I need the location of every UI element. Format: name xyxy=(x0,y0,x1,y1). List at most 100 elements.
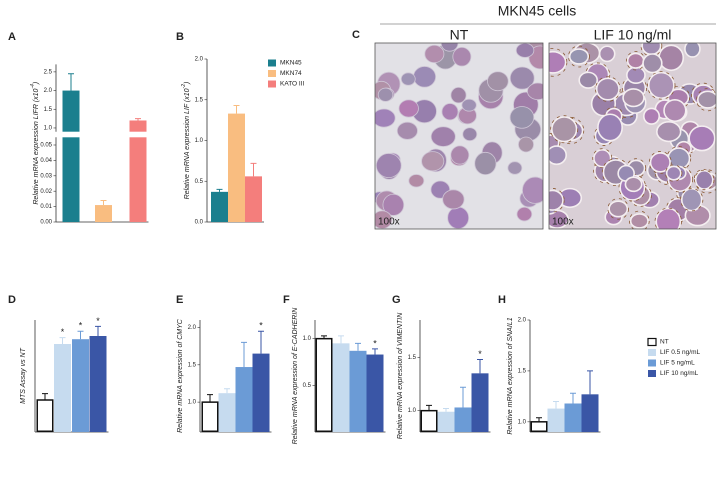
cell xyxy=(549,145,567,166)
cell xyxy=(375,153,402,179)
stain xyxy=(666,166,694,193)
y-axis-label: Relative mRNA expression of E-CADHERIN xyxy=(292,307,299,445)
cell xyxy=(424,44,445,64)
cell xyxy=(658,44,685,72)
legend-label: LIF 5 ng/mL xyxy=(660,360,695,367)
panel-label: A xyxy=(8,31,16,43)
magnification: 100x xyxy=(552,217,574,228)
cell xyxy=(694,169,714,190)
error-bar xyxy=(100,199,107,206)
stain xyxy=(568,45,590,68)
bar-upper xyxy=(62,90,80,132)
cell xyxy=(527,82,543,101)
legend-label: MKN74 xyxy=(280,70,302,77)
error-bar xyxy=(250,162,257,177)
y-tick-label: 0.5 xyxy=(195,179,204,185)
cell xyxy=(516,206,533,222)
bar xyxy=(349,350,367,432)
stain xyxy=(665,164,683,182)
bar xyxy=(218,393,236,432)
bar xyxy=(530,421,548,432)
error-bar xyxy=(258,330,264,354)
cell xyxy=(450,145,470,165)
error-bar xyxy=(372,348,378,355)
stain xyxy=(680,188,704,212)
bar xyxy=(252,353,270,432)
cell xyxy=(684,43,701,58)
cell xyxy=(597,113,623,142)
error-bar xyxy=(95,325,101,336)
y-tick-label: 2.0 xyxy=(188,325,197,331)
cell xyxy=(643,107,661,125)
y-axis-label-text: Relative mRNA expression of E-CADHERIN xyxy=(292,307,299,445)
significance-mark: * xyxy=(96,316,100,326)
panel-label: G xyxy=(392,294,401,306)
bar xyxy=(454,407,472,432)
legend-label: MKN45 xyxy=(280,60,302,67)
bar xyxy=(62,137,80,222)
bar xyxy=(129,137,147,222)
cell xyxy=(421,151,445,172)
micrograph xyxy=(375,43,543,229)
y-tick-label: 0.05 xyxy=(40,143,52,149)
error-bar xyxy=(587,370,593,395)
y-tick-label: 1.5 xyxy=(195,97,204,103)
cell xyxy=(518,136,534,153)
significance-mark: * xyxy=(259,321,263,331)
cell xyxy=(688,125,716,152)
panel-label: D xyxy=(8,294,16,306)
y-tick-label: 0.01 xyxy=(40,204,52,210)
cell xyxy=(461,98,477,112)
cell xyxy=(549,189,564,211)
bar xyxy=(72,339,89,432)
bar xyxy=(420,409,438,432)
stain xyxy=(595,76,621,102)
stain xyxy=(592,148,613,169)
stain xyxy=(647,71,676,100)
error-bar xyxy=(241,341,247,368)
y-axis-label-text: MTS Assay vs NT xyxy=(20,347,27,403)
y-tick-label: 1.5 xyxy=(44,107,53,113)
micrograph-title: MKN45 cells xyxy=(498,3,577,19)
y-tick-label: 0.5 xyxy=(303,383,312,389)
cell xyxy=(507,161,523,175)
cell xyxy=(408,174,425,188)
cell xyxy=(442,189,465,210)
cell xyxy=(515,43,535,58)
cell xyxy=(608,200,629,218)
error-bar xyxy=(135,118,141,121)
error-bar xyxy=(570,392,576,404)
stain xyxy=(618,173,647,202)
panel-label: H xyxy=(498,294,506,306)
bar xyxy=(564,403,582,432)
significance-mark: * xyxy=(373,338,377,348)
y-tick-label: 1.0 xyxy=(195,138,204,144)
y-tick-label: 0.04 xyxy=(40,158,52,164)
cell xyxy=(430,126,456,147)
legend-swatch xyxy=(268,80,276,88)
error-bar xyxy=(77,330,84,340)
y-tick-label: 0.0 xyxy=(195,220,204,226)
y-axis-label: MTS Assay vs NT xyxy=(20,347,27,403)
y-axis-label-text: Relative mRNA expression of VIMENTIN xyxy=(397,312,404,439)
panel-label: C xyxy=(352,29,360,41)
stain xyxy=(629,210,650,229)
bar xyxy=(54,344,71,432)
bar xyxy=(211,191,228,222)
stain xyxy=(607,198,629,220)
cell xyxy=(626,52,645,69)
y-axis-label-text: Relative mRNA expression of CMYC xyxy=(177,318,184,433)
y-tick-label: 1.0 xyxy=(408,408,417,414)
bar xyxy=(228,113,245,222)
y-tick-label: 2.0 xyxy=(195,57,204,63)
bar xyxy=(366,354,384,432)
y-tick-label: 0.03 xyxy=(40,173,52,179)
bar xyxy=(547,408,565,432)
cell xyxy=(474,151,497,176)
error-bar xyxy=(321,335,327,339)
y-axis-label-text: Relative mRNA expression of SNAIL1 xyxy=(507,317,514,434)
stain xyxy=(549,47,568,77)
micrograph xyxy=(549,43,716,229)
cell xyxy=(551,116,578,143)
